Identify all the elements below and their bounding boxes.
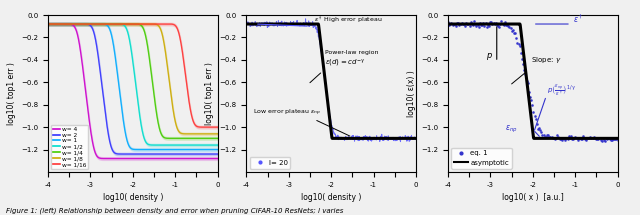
Text: $p\left(\frac{\epsilon_{np}}{\epsilon^\dagger}\right)^{1/\gamma}$: $p\left(\frac{\epsilon_{np}}{\epsilon^\d… xyxy=(547,84,577,99)
Text: $\epsilon_{np}$: $\epsilon_{np}$ xyxy=(505,124,518,135)
Y-axis label: log10( top1 err ): log10( top1 err ) xyxy=(6,62,15,125)
Legend: l= 20: l= 20 xyxy=(250,157,291,169)
Legend: eq. 1, asymptotic: eq. 1, asymptotic xyxy=(451,147,512,169)
Text: Low error plateau $\epsilon_{np}$: Low error plateau $\epsilon_{np}$ xyxy=(253,108,321,118)
Y-axis label: log10( ε(x) ): log10( ε(x) ) xyxy=(406,70,415,117)
Text: Power-law region: Power-law region xyxy=(325,50,378,55)
Legend: w= 4, w= 2, w= 1, w= 1/2, w= 1/4, w= 1/8, w= 1/16: w= 4, w= 2, w= 1, w= 1/2, w= 1/4, w= 1/8… xyxy=(51,125,88,169)
Text: Slope: $\gamma$: Slope: $\gamma$ xyxy=(531,55,561,65)
X-axis label: log10( x )  [a.u.]: log10( x ) [a.u.] xyxy=(502,193,564,202)
Text: $p$: $p$ xyxy=(486,51,493,62)
X-axis label: log10( density ): log10( density ) xyxy=(102,193,163,202)
Text: Figure 1: (left) Relationship between density and error when pruning CIFAR-10 Re: Figure 1: (left) Relationship between de… xyxy=(6,207,344,214)
Text: $\epsilon(d) = cd^{-\gamma}$: $\epsilon(d) = cd^{-\gamma}$ xyxy=(325,58,365,69)
Text: $\epsilon^\dagger$ High error plateau: $\epsilon^\dagger$ High error plateau xyxy=(314,15,383,25)
Text: $\epsilon^\dagger$: $\epsilon^\dagger$ xyxy=(573,12,583,25)
Y-axis label: log10( top1 err ): log10( top1 err ) xyxy=(205,62,214,125)
X-axis label: log10( density ): log10( density ) xyxy=(301,193,362,202)
